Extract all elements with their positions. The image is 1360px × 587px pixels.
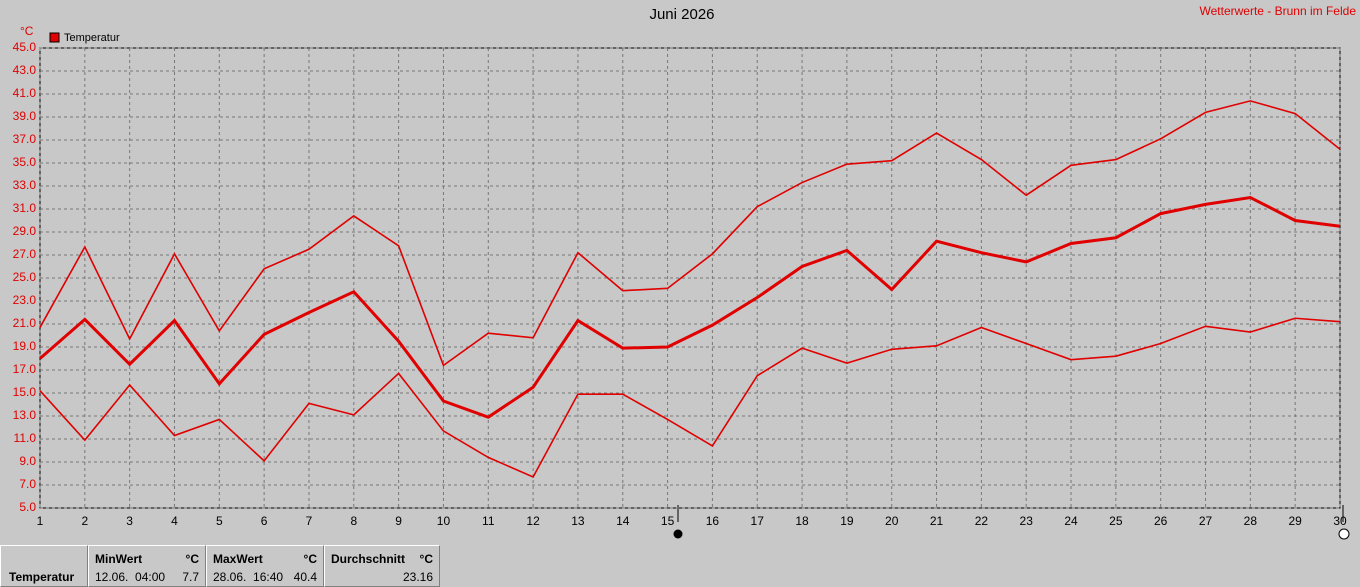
x-tick-label: 1 — [37, 514, 44, 528]
x-tick-label: 9 — [395, 514, 402, 528]
x-tick-label: 20 — [885, 514, 899, 528]
stats-when: 12.06. 04:00 — [95, 570, 166, 584]
x-tick-label: 10 — [437, 514, 451, 528]
y-tick-label: 25.0 — [13, 270, 37, 284]
x-tick-label: 18 — [795, 514, 809, 528]
y-tick-label: 41.0 — [13, 86, 37, 100]
y-tick-label: 37.0 — [13, 132, 37, 146]
x-tick-label: 27 — [1199, 514, 1213, 528]
y-tick-label: 39.0 — [13, 109, 37, 123]
cursor-handle — [1338, 528, 1350, 540]
stats-cell: Durchschnitt °C 23.16 — [324, 545, 440, 587]
chart-title: Juni 2026 — [649, 6, 714, 23]
stats-unit: °C — [185, 552, 199, 566]
x-tick-label: 29 — [1288, 514, 1302, 528]
x-tick-label: 22 — [975, 514, 989, 528]
x-tick-label: 11 — [482, 514, 495, 528]
x-tick-label: 14 — [616, 514, 630, 528]
stats-cell: MaxWert °C 28.06. 16:40 40.4 — [206, 545, 324, 587]
chart: Juni 2026 Wetterwerte - Brunn im Felde °… — [13, 4, 1357, 540]
temperature-line — [39, 195, 1341, 419]
x-tick-label: 15 — [661, 514, 675, 528]
temperature-line — [39, 100, 1341, 367]
x-tick-label: 12 — [526, 514, 540, 528]
y-unit: °C — [20, 24, 34, 38]
y-tick-label: 21.0 — [13, 316, 37, 330]
legend-label: Temperatur — [64, 32, 120, 44]
stats-unit: °C — [419, 552, 433, 566]
x-tick-label: 25 — [1109, 514, 1123, 528]
x-tick-label: 3 — [126, 514, 133, 528]
y-tick-label: 23.0 — [13, 293, 37, 307]
x-tick-label: 6 — [261, 514, 268, 528]
x-tick-label: 4 — [171, 514, 178, 528]
x-tick-label: 24 — [1064, 514, 1078, 528]
y-tick-label: 33.0 — [13, 178, 37, 192]
stats-value: 40.4 — [293, 570, 317, 584]
stats-unit: °C — [303, 552, 317, 566]
y-tick-label: 27.0 — [13, 247, 37, 261]
stats-title: MaxWert — [213, 552, 263, 566]
y-tick-label: 45.0 — [13, 40, 37, 54]
x-tick-label: 2 — [81, 514, 88, 528]
y-tick-label: 19.0 — [13, 339, 37, 353]
temperature-line — [39, 317, 1341, 478]
stats-when: 28.06. 16:40 — [213, 570, 284, 584]
source-label: Wetterwerte - Brunn im Felde — [1200, 4, 1357, 18]
y-tick-label: 15.0 — [13, 385, 37, 399]
stats-label: Temperatur — [9, 570, 75, 584]
x-tick-label: 23 — [1020, 514, 1034, 528]
y-tick-label: 29.0 — [13, 224, 37, 238]
stats-cell: MinWert °C 12.06. 04:00 7.7 — [88, 545, 206, 587]
y-tick-label: 43.0 — [13, 63, 37, 77]
x-tick-label: 8 — [350, 514, 357, 528]
y-tick-label: 11.0 — [14, 431, 37, 445]
stats-title: MinWert — [95, 552, 143, 566]
cursor-handle — [673, 529, 683, 539]
x-tick-label: 7 — [306, 514, 313, 528]
legend-swatch — [49, 32, 60, 43]
y-tick-label: 13.0 — [13, 408, 37, 422]
x-tick-label: 17 — [751, 514, 765, 528]
stats-value: 7.7 — [182, 570, 199, 584]
x-tick-label: 13 — [571, 514, 585, 528]
y-tick-label: 5.0 — [19, 500, 36, 514]
stats-label-cell: Temperatur — [0, 545, 88, 587]
x-tick-label: 28 — [1244, 514, 1258, 528]
x-tick-label: 5 — [216, 514, 223, 528]
x-tick-label: 26 — [1154, 514, 1168, 528]
y-tick-label: 35.0 — [13, 155, 37, 169]
stats-title: Durchschnitt — [331, 552, 406, 566]
x-tick-label: 30 — [1333, 514, 1347, 528]
y-tick-label: 7.0 — [19, 477, 36, 491]
y-tick-label: 31.0 — [13, 201, 37, 215]
x-tick-label: 16 — [706, 514, 720, 528]
y-tick-label: 17.0 — [13, 362, 37, 376]
x-tick-label: 19 — [840, 514, 854, 528]
stats-value: 23.16 — [402, 570, 433, 584]
y-tick-label: 9.0 — [19, 454, 36, 468]
x-tick-label: 21 — [930, 514, 944, 528]
